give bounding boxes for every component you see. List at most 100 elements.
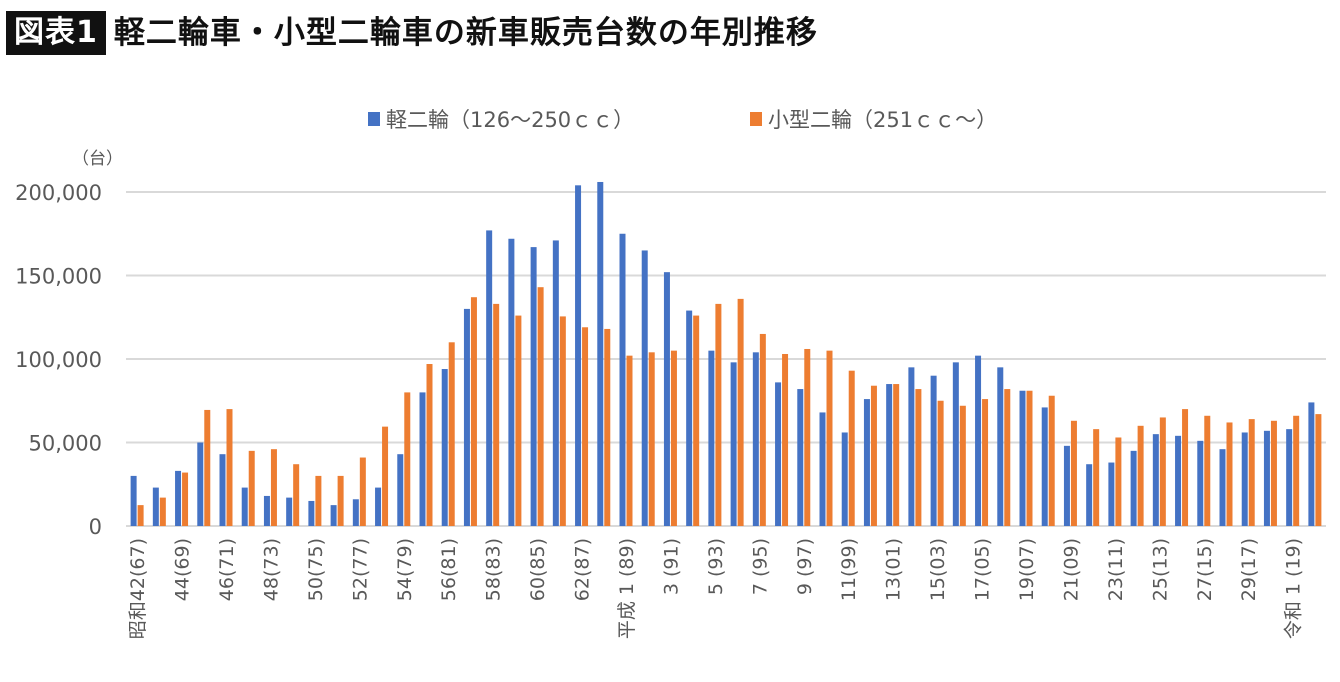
bar-kei-nirin-1971: [219, 454, 226, 526]
bar-kei-nirin-2016: [1219, 449, 1226, 526]
bar-kogata-nirin-2004: [959, 405, 966, 526]
bar-kei-nirin-2001: [886, 384, 893, 526]
bar-kogata-nirin-2006: [1004, 389, 1011, 526]
bar-kei-nirin-1972: [241, 487, 248, 526]
bar-kei-nirin-1980: [419, 392, 426, 526]
x-tick-label: 25(13): [1149, 538, 1171, 601]
x-tick-label: 58(83): [483, 538, 505, 601]
figure-title: 軽二輪車・小型二輪車の新車販売台数の年別推移: [113, 15, 818, 51]
bar-kei-nirin-2004: [952, 362, 959, 526]
x-tick-label: 19(07): [1016, 538, 1038, 601]
bar-kogata-nirin-1971: [226, 409, 233, 526]
bar-kei-nirin-1995: [752, 352, 759, 526]
bar-kei-nirin-1987: [575, 185, 582, 526]
legend-swatch-series-0: [368, 112, 380, 126]
x-tick-label: 44(69): [172, 538, 194, 601]
x-tick-label: 52(77): [349, 538, 371, 601]
bar-kogata-nirin-1967: [137, 505, 144, 526]
bar-kogata-nirin-2019: [1293, 415, 1300, 526]
bar-kogata-nirin-1992: [693, 315, 700, 526]
bar-kei-nirin-1992: [686, 310, 693, 526]
legend-swatch-series-1: [750, 112, 762, 126]
bar-kei-nirin-1970: [197, 442, 204, 526]
bar-kogata-nirin-1976: [337, 475, 344, 526]
bar-kei-nirin-1996: [775, 382, 782, 526]
y-tick-label: 100,000: [15, 348, 102, 372]
x-axis-ticks: 昭和42(67) 44(69) 46(71) 48(73) 50(75) 52(77) 54…: [127, 538, 1305, 639]
bar-kogata-nirin-1981: [448, 342, 455, 526]
bar-kogata-nirin-1998: [826, 350, 833, 526]
bar-kei-nirin-1990: [641, 250, 648, 526]
x-tick-label: 9 (97): [794, 538, 816, 595]
x-tick-label: 54(79): [394, 538, 416, 601]
bar-kei-nirin-2006: [997, 367, 1004, 526]
bar-kogata-nirin-1988: [604, 328, 611, 526]
bar-kogata-nirin-1993: [715, 303, 722, 526]
bar-kei-nirin-1982: [463, 308, 470, 526]
bar-kogata-nirin-1990: [648, 352, 655, 526]
bar-kei-nirin-1967: [130, 475, 137, 526]
bar-kei-nirin-1969: [175, 470, 182, 526]
legend: 軽二輪（126〜250ｃｃ） 小型二輪（251ｃｃ〜）: [368, 108, 997, 132]
x-tick-label: 50(75): [305, 538, 327, 601]
x-tick-label: 17(05): [972, 538, 994, 601]
bar-kogata-nirin-1970: [204, 409, 211, 526]
bar-kei-nirin-1984: [508, 238, 515, 526]
y-tick-label: 200,000: [15, 181, 102, 205]
bar-kei-nirin-1973: [263, 495, 270, 526]
bar-kogata-nirin-2000: [870, 385, 877, 526]
bar-kei-nirin-1993: [708, 350, 715, 526]
x-tick-label: 21(09): [1060, 538, 1082, 601]
x-tick-label: 昭和42(67): [127, 538, 149, 639]
bar-kogata-nirin-2017: [1248, 419, 1255, 526]
bar-kei-nirin-2013: [1152, 434, 1159, 526]
bar-kogata-nirin-2020: [1315, 414, 1322, 526]
bar-kei-nirin-1988: [597, 181, 604, 527]
bar-kogata-nirin-1987: [582, 327, 589, 526]
y-tick-label: 0: [89, 515, 102, 539]
bar-kei-nirin-1979: [397, 454, 404, 526]
x-tick-label: 平成 1 (89): [616, 538, 638, 639]
bar-kei-nirin-1968: [152, 487, 159, 526]
bar-kogata-nirin-2010: [1093, 429, 1100, 526]
legend-label-series-0: 軽二輪（126〜250ｃｃ）: [386, 108, 634, 132]
bar-kei-nirin-2003: [930, 375, 937, 526]
bar-kei-nirin-2005: [975, 355, 982, 526]
bar-kogata-nirin-2013: [1159, 417, 1166, 526]
bar-kei-nirin-1983: [486, 230, 493, 526]
bar-kei-nirin-1989: [619, 233, 626, 526]
bar-kei-nirin-2007: [1019, 390, 1026, 526]
bar-kei-nirin-2015: [1197, 440, 1204, 526]
bar-kei-nirin-2010: [1086, 464, 1093, 526]
bar-kogata-nirin-1977: [359, 457, 366, 526]
bar-kei-nirin-1976: [330, 505, 337, 526]
bar-kogata-nirin-1997: [804, 348, 811, 526]
bar-kogata-nirin-1982: [470, 297, 477, 526]
bar-kogata-nirin-2012: [1137, 425, 1144, 526]
bar-kei-nirin-1981: [441, 369, 448, 526]
bar-kogata-nirin-1980: [426, 364, 433, 526]
figure-badge: 図表1: [6, 11, 106, 55]
x-tick-label: 23(11): [1105, 538, 1127, 601]
x-tick-label: 令和 1 (19): [1283, 538, 1305, 639]
bar-kei-nirin-1985: [530, 247, 537, 527]
x-tick-label: 7 (95): [749, 538, 771, 595]
y-tick-label: 150,000: [15, 265, 102, 289]
bar-kogata-nirin-2018: [1270, 420, 1277, 526]
bar-kogata-nirin-1995: [759, 333, 766, 526]
bar-kogata-nirin-1975: [315, 475, 322, 526]
x-tick-label: 48(73): [260, 538, 282, 601]
bar-kogata-nirin-1969: [182, 472, 189, 526]
x-tick-label: 27(15): [1194, 538, 1216, 601]
bar-kei-nirin-2018: [1263, 430, 1270, 526]
y-tick-label: 50,000: [29, 432, 102, 456]
bar-kogata-nirin-1979: [404, 392, 411, 526]
x-tick-label: 56(81): [438, 538, 460, 601]
y-axis-ticks: 0 50,000 100,000 150,000 200,000: [15, 181, 102, 539]
bar-kei-nirin-1977: [352, 499, 359, 526]
bar-kogata-nirin-1968: [159, 497, 166, 526]
bar-kogata-nirin-2016: [1226, 422, 1233, 526]
bar-kogata-nirin-2007: [1026, 390, 1033, 526]
bar-kogata-nirin-1991: [670, 350, 677, 526]
